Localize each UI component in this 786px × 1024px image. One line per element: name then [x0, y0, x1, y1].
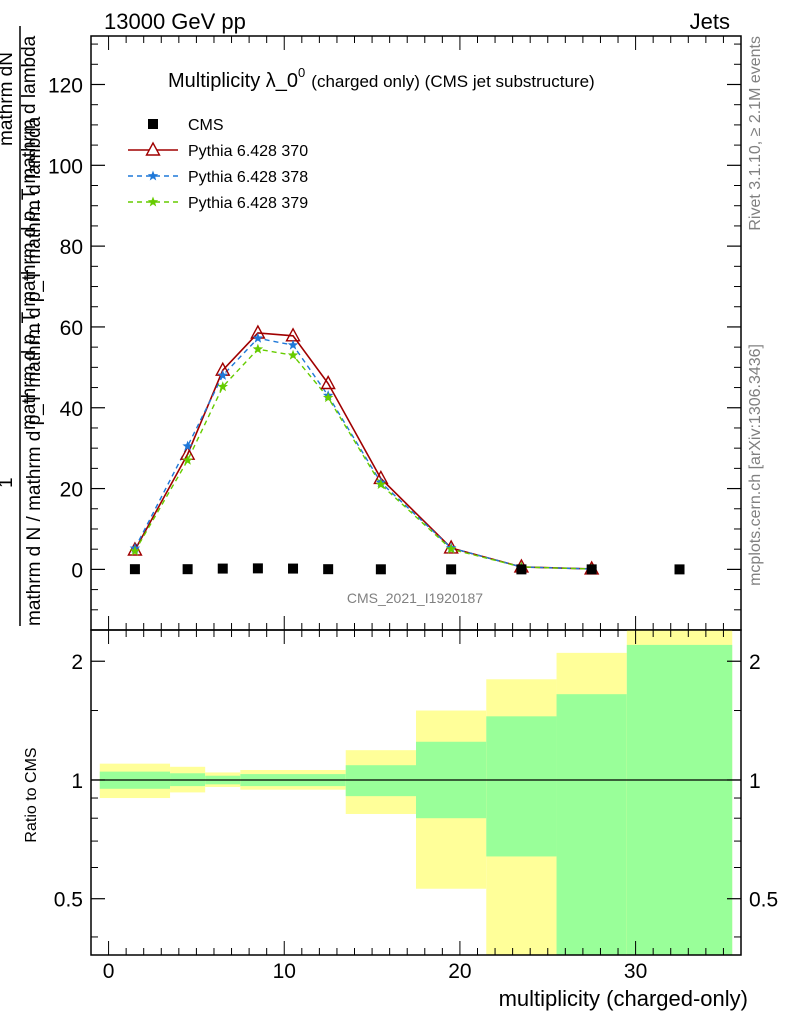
ratio-y-axis-label: Ratio to CMS	[23, 747, 40, 842]
legend-marker-pythia-379	[147, 196, 159, 207]
legend-label-pythia-370: Pythia 6.428 370	[188, 143, 308, 160]
data-point-pythia-379	[375, 479, 387, 489]
main-panel: Multiplicity λ_00 (charged only) (CMS jet…	[48, 35, 742, 631]
x-axis-label: multiplicity (charged-only)	[499, 986, 748, 1011]
y-tick-label: 100	[48, 155, 83, 178]
legend-label-pythia-378: Pythia 6.428 378	[188, 169, 308, 186]
data-point-cms	[446, 564, 457, 575]
data-point-pythia-379	[129, 545, 141, 556]
chart-title-main: Multiplicity λ_0	[168, 70, 298, 92]
data-point-cms	[674, 564, 685, 575]
x-tick-label: 20	[448, 960, 471, 983]
data-point-pythia-378	[287, 339, 299, 350]
ratio-band-inner	[556, 694, 627, 955]
legend-marker-cms	[148, 119, 158, 129]
y-tick-label: 60	[60, 317, 83, 340]
y-axis-label-bottom: mathrm d N / mathrm d p_T mathrm d p_T m…	[24, 116, 45, 626]
data-point-cms	[288, 563, 299, 574]
y-tick-label: 80	[60, 236, 83, 259]
data-point-cms	[323, 564, 334, 575]
y-axis-label-one: 1	[0, 477, 17, 488]
data-point-cms	[129, 564, 140, 575]
data-point-pythia-379	[252, 343, 264, 354]
ratio-band-inner	[626, 644, 733, 955]
chart-title: Multiplicity λ_00 (charged only) (CMS jet…	[168, 65, 595, 92]
data-point-pythia-379	[182, 454, 193, 465]
legend: CMS Pythia 6.428 370 Pythia 6.428 378 Pythi…	[128, 117, 308, 212]
data-point-cms	[182, 564, 193, 575]
data-point-cms	[375, 564, 386, 575]
data-point-pythia-370	[127, 541, 143, 556]
series-line-pythia-379	[134, 348, 592, 570]
ratio-band-inner	[486, 716, 557, 857]
ratio-y-tick-label: 1	[71, 770, 83, 793]
mcplots-label: mcplots.cern.ch [arXiv:1306.3436]	[747, 344, 764, 586]
ratio-bands-layer	[99, 630, 733, 955]
main-axis-ticks: 0 20 40 60 80 100 120	[48, 36, 741, 630]
y-axis-label-mid: mathrm d p_T mathrm d p_T mathrm d lambd…	[19, 35, 40, 430]
data-point-pythia-378	[217, 369, 228, 380]
legend-marker-pythia-378	[147, 170, 159, 181]
ratio-plot-frame	[90, 629, 742, 956]
data-point-pythia-370	[320, 375, 336, 390]
y-tick-label: 20	[60, 479, 83, 502]
legend-label-cms: CMS	[188, 117, 224, 134]
y-axis-label-top: mathrm dN	[0, 52, 17, 146]
chart-title-rest: (charged only) (CMS jet substructure)	[311, 72, 594, 91]
analysis-watermark: CMS_2021_I1920187	[347, 590, 483, 606]
y-tick-label: 0	[71, 559, 83, 582]
ratio-y-tick-label-right: 1	[749, 770, 761, 793]
header-collision-label: 13000 GeV pp	[104, 9, 246, 34]
data-point-pythia-379	[287, 349, 299, 360]
series-line-pythia-370	[134, 332, 592, 570]
data-point-cms	[217, 563, 228, 574]
data-point-pythia-378	[252, 332, 264, 343]
y-axis-label: mathrm d N / mathrm d p_T mathrm d p_T m…	[0, 26, 45, 626]
data-point-cms	[252, 563, 263, 574]
data-point-pythia-379	[217, 381, 228, 392]
data-point-pythia-378	[182, 440, 193, 451]
data-point-cms	[516, 564, 527, 575]
series-line-pythia-378	[134, 337, 592, 570]
legend-label-pythia-379: Pythia 6.428 379	[188, 195, 308, 212]
x-tick-label: 30	[624, 960, 647, 983]
x-tick-label: 10	[273, 960, 296, 983]
chart-title-sup: 0	[298, 65, 305, 80]
ratio-y-tick-label-right: 2	[749, 651, 761, 674]
ratio-band-inner	[345, 765, 416, 797]
rivet-version-label: Rivet 3.1.10, ≥ 2.1M events	[747, 36, 764, 231]
ratio-axis-ticks: 0.5 0.51 12 20 10 20 30	[54, 630, 778, 983]
ratio-y-tick-label: 2	[71, 651, 83, 674]
ratio-y-tick-label-right: 0.5	[749, 889, 778, 912]
y-tick-label: 40	[60, 398, 83, 421]
y-tick-label: 120	[48, 74, 83, 97]
x-tick-label: 0	[103, 960, 115, 983]
data-point-pythia-379	[322, 392, 334, 403]
data-point-pythia-379	[445, 543, 457, 554]
main-series-layer	[127, 324, 685, 575]
legend-marker-pythia-370	[145, 141, 161, 156]
header-jets-label: Jets	[690, 9, 730, 34]
ratio-y-tick-label: 0.5	[54, 889, 83, 912]
ratio-panel: 0.5 0.51 12 20 10 20 30 multiplicity (charged-…	[54, 629, 778, 1011]
data-point-cms	[586, 564, 597, 575]
